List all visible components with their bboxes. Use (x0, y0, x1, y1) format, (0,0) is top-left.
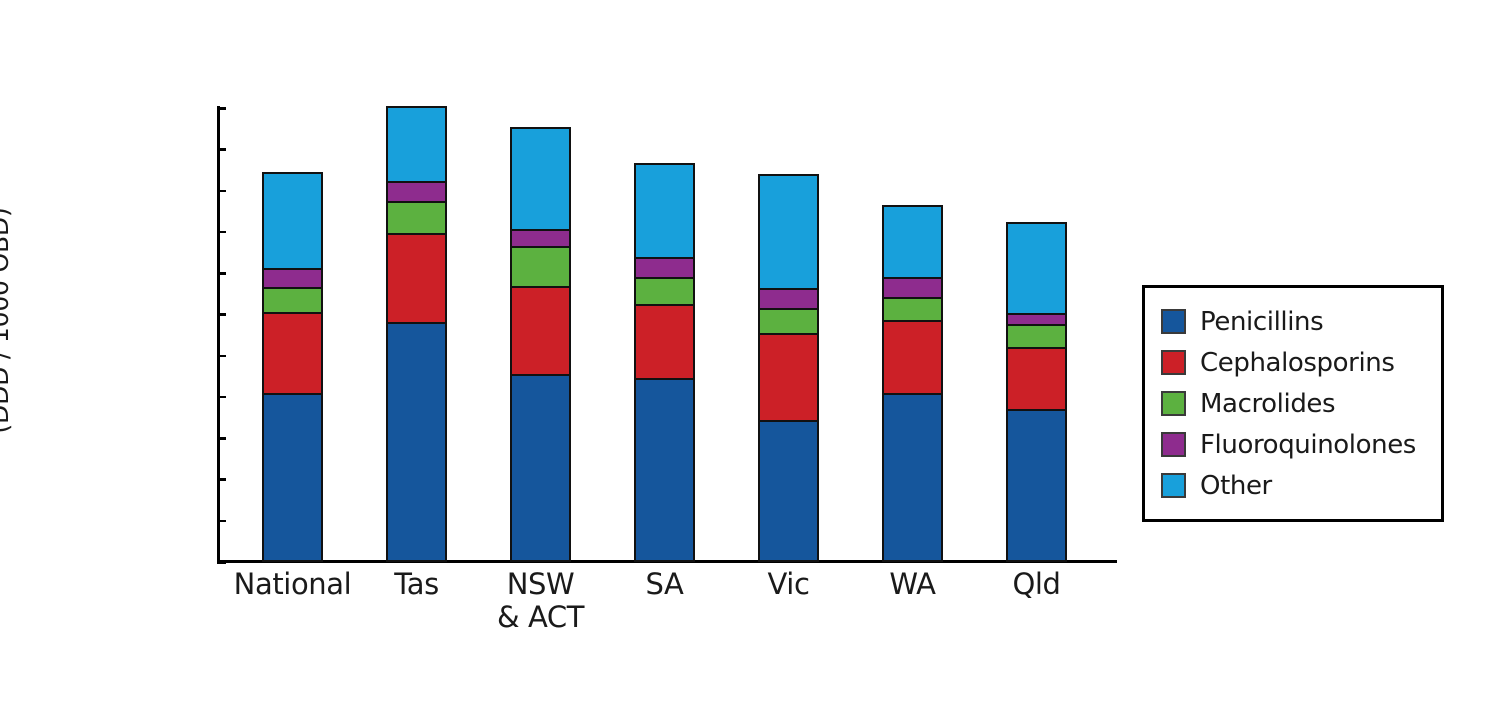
bar-segment (262, 171, 323, 271)
bar-segment (1006, 221, 1067, 316)
y-axis-tick-mark (217, 437, 226, 440)
y-axis-tick-mark (217, 189, 226, 193)
legend-label: Fluoroquinolones (1200, 429, 1416, 460)
bar-segment (1006, 346, 1067, 412)
bar-segment (262, 286, 323, 315)
x-axis-tick-label: Tas (394, 567, 439, 601)
bar-segment (386, 106, 447, 183)
y-axis-tick-mark (217, 272, 226, 275)
legend-swatch-icon (1161, 309, 1186, 334)
y-axis-tick-mark (217, 519, 226, 523)
bar-segment (262, 311, 323, 395)
bar-segment (1006, 323, 1067, 349)
legend: Penicillins Cephalosporins Macrolides Fluor… (1142, 285, 1444, 522)
y-axis-tick-mark (217, 107, 226, 110)
bar-segment (634, 377, 695, 562)
bar-segment (634, 163, 695, 260)
legend-label: Macrolides (1200, 388, 1336, 419)
y-axis-label-line2: (DDD / 1000 OBD) (0, 206, 14, 434)
bar-segment (882, 319, 943, 395)
bar-segment (882, 204, 943, 280)
x-axis-tick-label: SA (645, 567, 684, 601)
legend-item[interactable]: Macrolides (1161, 383, 1427, 424)
legend-item[interactable]: Other (1161, 465, 1427, 506)
legend-item[interactable]: Fluoroquinolones (1161, 424, 1427, 465)
bar-segment (386, 321, 447, 562)
legend-label: Penicillins (1200, 306, 1324, 337)
bar-segment (634, 257, 695, 280)
bar-segment (262, 267, 323, 289)
legend-label: Cephalosporins (1200, 347, 1395, 378)
bar-segment (758, 419, 819, 562)
x-axis-tick-label: WA (889, 567, 936, 601)
legend-swatch-icon (1161, 473, 1186, 498)
bar-segment (634, 303, 695, 381)
bar-segment (758, 287, 819, 311)
x-axis-tick-label: NSW & ACT (496, 567, 585, 634)
legend-swatch-icon (1161, 350, 1186, 375)
y-axis-label: Antimicrobial use rate (DDD / 1000 OBD) (0, 184, 14, 455)
bar-segment (510, 126, 571, 231)
bar-segment (882, 296, 943, 322)
y-axis-tick-mark (217, 313, 226, 316)
bar-segment (1006, 408, 1067, 562)
y-axis-spine (217, 106, 220, 564)
bar-segment (510, 285, 571, 377)
bar-segment (386, 180, 447, 204)
bar-segment (758, 307, 819, 335)
bar-segment (882, 392, 943, 562)
legend-swatch-icon (1161, 391, 1186, 416)
bar-segment (758, 173, 819, 291)
bar-segment (510, 228, 571, 249)
y-axis-tick-mark (217, 561, 226, 564)
y-axis-tick-mark (217, 354, 226, 358)
bar-segment (758, 332, 819, 422)
legend-label: Other (1200, 470, 1272, 501)
bar-segment (510, 373, 571, 562)
y-axis-tick-mark (217, 478, 226, 481)
y-axis-tick-mark (217, 230, 226, 234)
y-axis-tick-mark (217, 395, 226, 399)
bar-segment (882, 276, 943, 299)
bar-segment (510, 245, 571, 288)
bar-segment (386, 200, 447, 236)
bar-segment (634, 276, 695, 307)
bar-segment (386, 232, 447, 324)
y-axis-tick-mark (217, 148, 226, 151)
legend-item[interactable]: Cephalosporins (1161, 342, 1427, 383)
x-axis-tick-label: National (233, 567, 352, 601)
x-axis-tick-label: Vic (767, 567, 810, 601)
legend-item[interactable]: Penicillins (1161, 301, 1427, 342)
legend-swatch-icon (1161, 432, 1186, 457)
y-axis-label-container: Antimicrobial use rate (DDD / 1000 OBD) (0, 0, 120, 640)
bar-segment (262, 392, 323, 562)
x-axis-tick-label: Qld (1012, 567, 1061, 601)
